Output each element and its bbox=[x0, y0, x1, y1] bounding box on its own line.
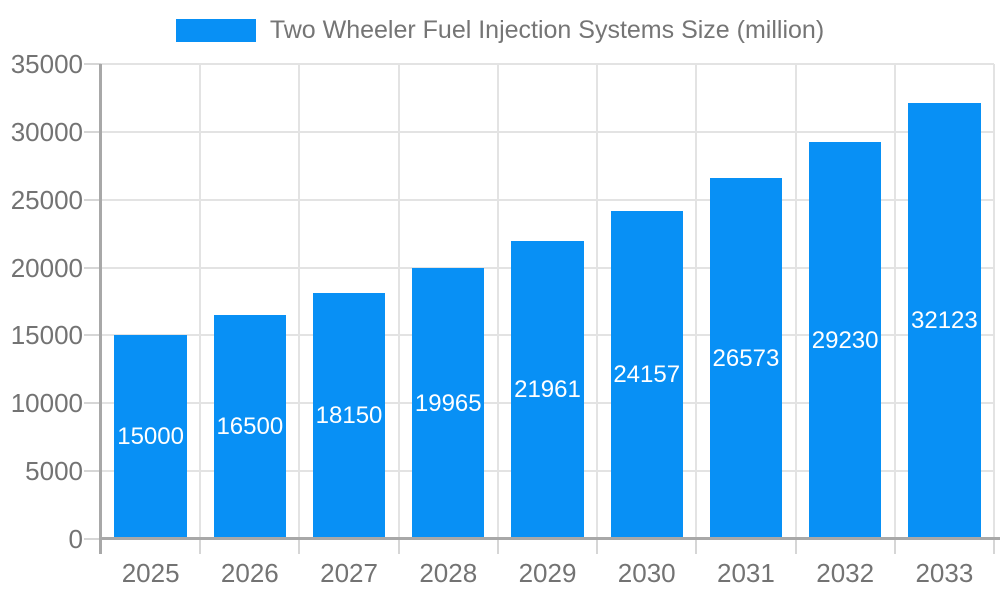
y-tick-label: 0 bbox=[68, 524, 83, 554]
x-tick-label: 2032 bbox=[816, 558, 875, 588]
h-gridline bbox=[101, 63, 994, 65]
y-tick-label: 15000 bbox=[10, 320, 83, 351]
y-tick bbox=[84, 470, 101, 473]
x-tick bbox=[596, 539, 599, 554]
x-tick-label: 2030 bbox=[617, 558, 676, 588]
x-tick-label: 2031 bbox=[717, 558, 775, 588]
legend[interactable]: Two Wheeler Fuel Injection Systems Size … bbox=[0, 16, 1000, 45]
v-gridline bbox=[893, 64, 896, 539]
bar-2028[interactable]: 19965 bbox=[412, 268, 485, 539]
bar-2026[interactable]: 16500 bbox=[213, 315, 287, 539]
bar-2027[interactable]: 18150 bbox=[312, 292, 386, 539]
bar-value-label: 15000 bbox=[117, 423, 184, 451]
y-tick-label: 35000 bbox=[10, 49, 83, 79]
bar-value-label: 29230 bbox=[811, 326, 879, 354]
x-tick-label: 2027 bbox=[320, 558, 378, 588]
y-axis-labels: 0 5000 10000 15000 20000 25000 30000 35000 bbox=[0, 49, 83, 554]
v-gridline bbox=[794, 64, 797, 539]
legend-swatch-icon bbox=[175, 19, 256, 42]
x-tick bbox=[695, 539, 698, 554]
y-tick bbox=[84, 402, 101, 405]
x-tick bbox=[794, 539, 797, 554]
bar-value-label: 18150 bbox=[315, 401, 383, 429]
v-gridline bbox=[397, 64, 400, 539]
bar-2030[interactable]: 24157 bbox=[610, 211, 683, 539]
y-tick-label: 25000 bbox=[10, 184, 83, 215]
bar-value-label: 16500 bbox=[216, 413, 284, 441]
y-tick bbox=[84, 334, 101, 337]
plot-area: 15000 16500 18150 19965 21961 24157 26573 29230… bbox=[84, 63, 1000, 554]
x-tick bbox=[496, 539, 499, 554]
v-gridline bbox=[199, 64, 202, 539]
y-axis-line bbox=[99, 64, 102, 554]
v-gridline bbox=[993, 64, 995, 539]
x-tick-label: 2025 bbox=[121, 558, 180, 588]
h-gridline bbox=[101, 130, 994, 133]
v-gridline bbox=[695, 64, 698, 539]
x-tick bbox=[397, 539, 400, 554]
x-tick-label: 2026 bbox=[220, 558, 279, 588]
v-gridline bbox=[596, 64, 599, 539]
y-tick bbox=[84, 538, 101, 540]
y-tick bbox=[84, 130, 101, 133]
bar-value-label: 26573 bbox=[712, 344, 780, 372]
bar-2029[interactable]: 21961 bbox=[511, 240, 584, 539]
x-tick-label: 2033 bbox=[915, 558, 974, 588]
h-gridline bbox=[101, 198, 994, 201]
legend-label: Two Wheeler Fuel Injection Systems Size … bbox=[269, 16, 825, 44]
bar-2033[interactable]: 32123 bbox=[908, 103, 981, 539]
x-tick bbox=[298, 539, 301, 554]
y-tick-label: 30000 bbox=[10, 116, 83, 147]
v-gridline bbox=[496, 64, 499, 539]
bar-2032[interactable]: 29230 bbox=[808, 142, 882, 539]
bar-2031[interactable]: 26573 bbox=[709, 178, 783, 539]
bar-value-label: 21961 bbox=[514, 375, 581, 403]
y-tick bbox=[84, 266, 101, 269]
x-tick bbox=[893, 539, 896, 554]
x-tick-label: 2028 bbox=[419, 558, 478, 588]
y-tick-label: 20000 bbox=[10, 252, 83, 283]
y-tick bbox=[84, 63, 101, 65]
bar-value-label: 24157 bbox=[613, 361, 681, 389]
y-tick bbox=[84, 198, 101, 201]
bar-value-label: 32123 bbox=[911, 307, 978, 334]
y-tick-label: 5000 bbox=[25, 456, 83, 487]
y-tick-label: 10000 bbox=[10, 388, 83, 419]
x-tick bbox=[993, 539, 995, 554]
x-tick-label: 2029 bbox=[518, 558, 577, 588]
bar-2025[interactable]: 15000 bbox=[114, 335, 187, 539]
x-tick bbox=[199, 539, 202, 554]
x-axis-line bbox=[101, 537, 1000, 540]
v-gridline bbox=[298, 64, 301, 539]
x-axis-labels: 2025 2026 2027 2028 2029 2030 2031 2032 2033 bbox=[101, 557, 994, 593]
bar-value-label: 19965 bbox=[414, 389, 482, 417]
